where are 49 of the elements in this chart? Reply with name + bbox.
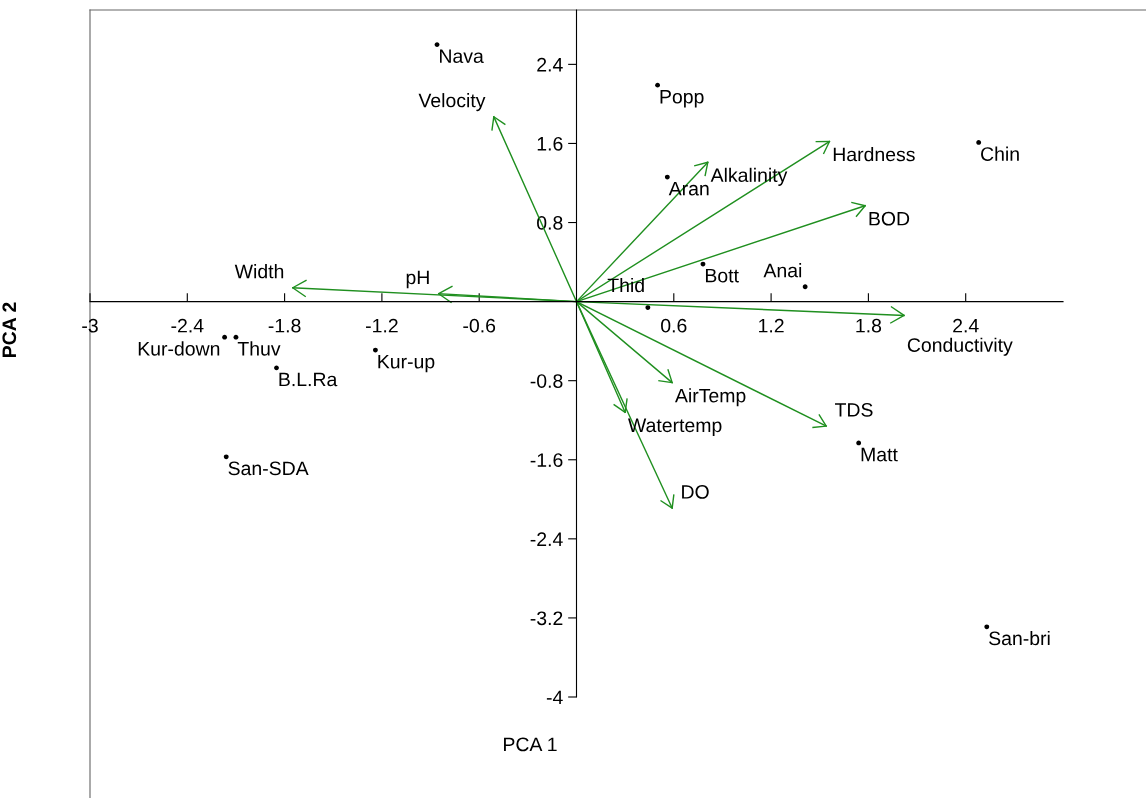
point [233, 334, 239, 340]
annotation: pH [406, 270, 429, 289]
annotation: Hardness [833, 147, 915, 162]
y-tick-label: 1.6 [537, 136, 563, 151]
x-tick-label: -1.8 [268, 318, 301, 333]
y-tick-label: -0.8 [530, 374, 563, 388]
y-tick-label: 2.4 [537, 57, 563, 72]
annotation: Anai [763, 263, 802, 278]
annotation: Matt [861, 447, 898, 462]
annotation: Conductivity [907, 337, 1013, 356]
point [645, 305, 651, 310]
y-axis-title: PCA 2 [2, 302, 17, 357]
point [976, 140, 982, 145]
x-tick-label: -3 [82, 318, 98, 333]
x-tick-label: 1.8 [856, 318, 882, 333]
annotation: Thuv [237, 341, 281, 356]
x-tick-label: -2.4 [171, 318, 204, 333]
annotation: TDS [835, 402, 873, 417]
point [664, 174, 670, 180]
point [274, 365, 279, 371]
annotation: Velocity [418, 93, 486, 112]
y-tick-label: -2.4 [530, 532, 563, 546]
x-tick-label: 2.4 [953, 318, 979, 333]
point [984, 624, 990, 630]
x-tick-label: -0.6 [463, 318, 496, 333]
annotation: AirTemp [675, 388, 746, 407]
annotation: Chin [981, 146, 1019, 161]
point [222, 334, 227, 340]
y-tick-label: -4 [546, 690, 563, 705]
point [856, 440, 862, 446]
point [223, 454, 229, 460]
annotation: San-SDA [228, 461, 309, 476]
x-tick-label: 1.2 [759, 318, 784, 333]
x-tick-label: -1.2 [366, 318, 398, 333]
annotation: BOD [869, 211, 910, 226]
y-tick-label: -3.2 [530, 611, 563, 626]
annotation: DO [682, 485, 709, 499]
annotation: Nava [440, 49, 484, 64]
annotation: Bott [705, 268, 739, 283]
y-tick-label: -1.6 [530, 453, 563, 467]
point [802, 284, 808, 290]
annotation: Kur-down [138, 341, 220, 356]
annotation: B.L.Ra [279, 372, 338, 387]
annotation: San-bri [989, 630, 1050, 646]
annotation: Width [234, 264, 284, 279]
x-axis-title: PCA 1 [504, 737, 557, 752]
x-tick-label: 0.6 [661, 318, 687, 333]
annotation: Popp [660, 90, 704, 108]
annotation: Kur-up [378, 354, 435, 373]
